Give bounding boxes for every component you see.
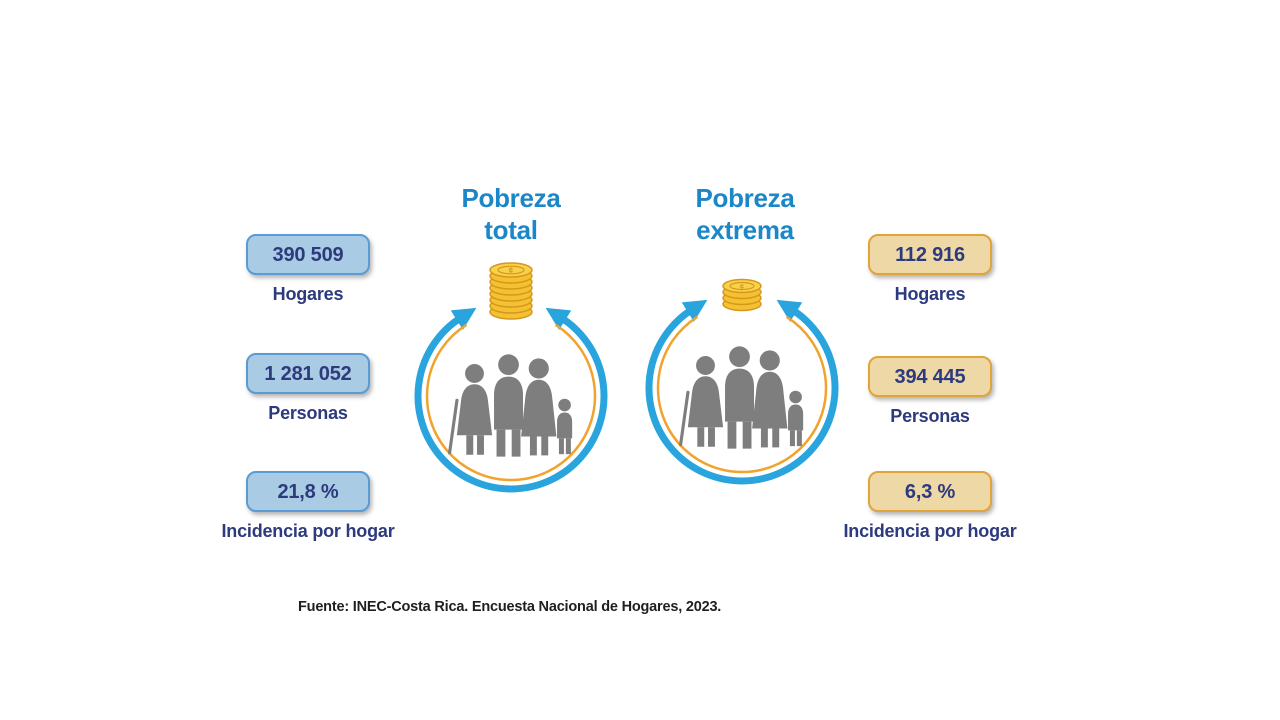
person-child-icon [557,398,573,455]
cane-icon [679,390,690,447]
pobreza-extrema-graphic: ¢ [645,278,839,485]
extrema-personas-label: Personas [890,406,970,426]
person-elderly-icon [679,356,724,447]
total-personas-label: Personas [268,403,348,423]
circular-arrows-icon [645,299,839,485]
extrema-personas-value-box: 394 445 [868,356,992,397]
family-silhouette-icon [679,346,804,449]
person-woman-icon [752,350,788,448]
cane-icon [448,398,459,455]
total-hogares-stat: 390 509 Hogares [203,234,413,305]
total-incidencia-label: Incidencia por hogar [221,521,395,541]
circular-arrows-icon [414,307,608,493]
pobreza-total-graphic: ¢ [414,262,608,493]
person-woman-icon [521,358,557,456]
pobreza-extrema-title: Pobreza extrema [635,182,855,246]
total-personas-stat: 1 281 052 Personas [203,353,413,424]
total-incidencia-stat: 21,8 % Incidencia por hogar [203,471,413,542]
total-hogares-label: Hogares [272,284,344,304]
person-elderly-icon [448,364,493,455]
person-man-icon [494,354,524,457]
extrema-hogares-stat: 112 916 Hogares [825,234,1035,305]
ring-orange [425,323,597,482]
total-personas-value-box: 1 281 052 [246,353,370,394]
extrema-hogares-value-box: 112 916 [868,234,992,275]
pobreza-extrema-title-line2: extrema [696,215,794,245]
extrema-incidencia-label: Incidencia por hogar [843,521,1017,541]
source-note: Fuente: INEC-Costa Rica. Encuesta Nacion… [298,599,722,615]
svg-text:¢: ¢ [740,282,744,291]
coin-stack-large-icon: ¢ [489,262,533,320]
coin-stack-small-icon: ¢ [722,278,762,312]
extrema-personas-stat: 394 445 Personas [825,356,1035,427]
pobreza-total-title: Pobreza total [401,182,621,246]
extrema-incidencia-value-box: 6,3 % [868,471,992,512]
person-child-icon [788,390,804,447]
svg-text:¢: ¢ [509,266,514,275]
total-incidencia-value-box: 21,8 % [246,471,370,512]
pobreza-extrema-title-line1: Pobreza [695,183,795,213]
extrema-incidencia-stat: 6,3 % Incidencia por hogar [825,471,1035,542]
ring-orange [656,315,828,474]
family-silhouette-icon [448,354,573,457]
extrema-hogares-label: Hogares [894,284,966,304]
total-hogares-value-box: 390 509 [246,234,370,275]
pobreza-total-title-line2: total [484,215,538,245]
person-man-icon [725,346,755,449]
pobreza-total-title-line1: Pobreza [461,183,561,213]
